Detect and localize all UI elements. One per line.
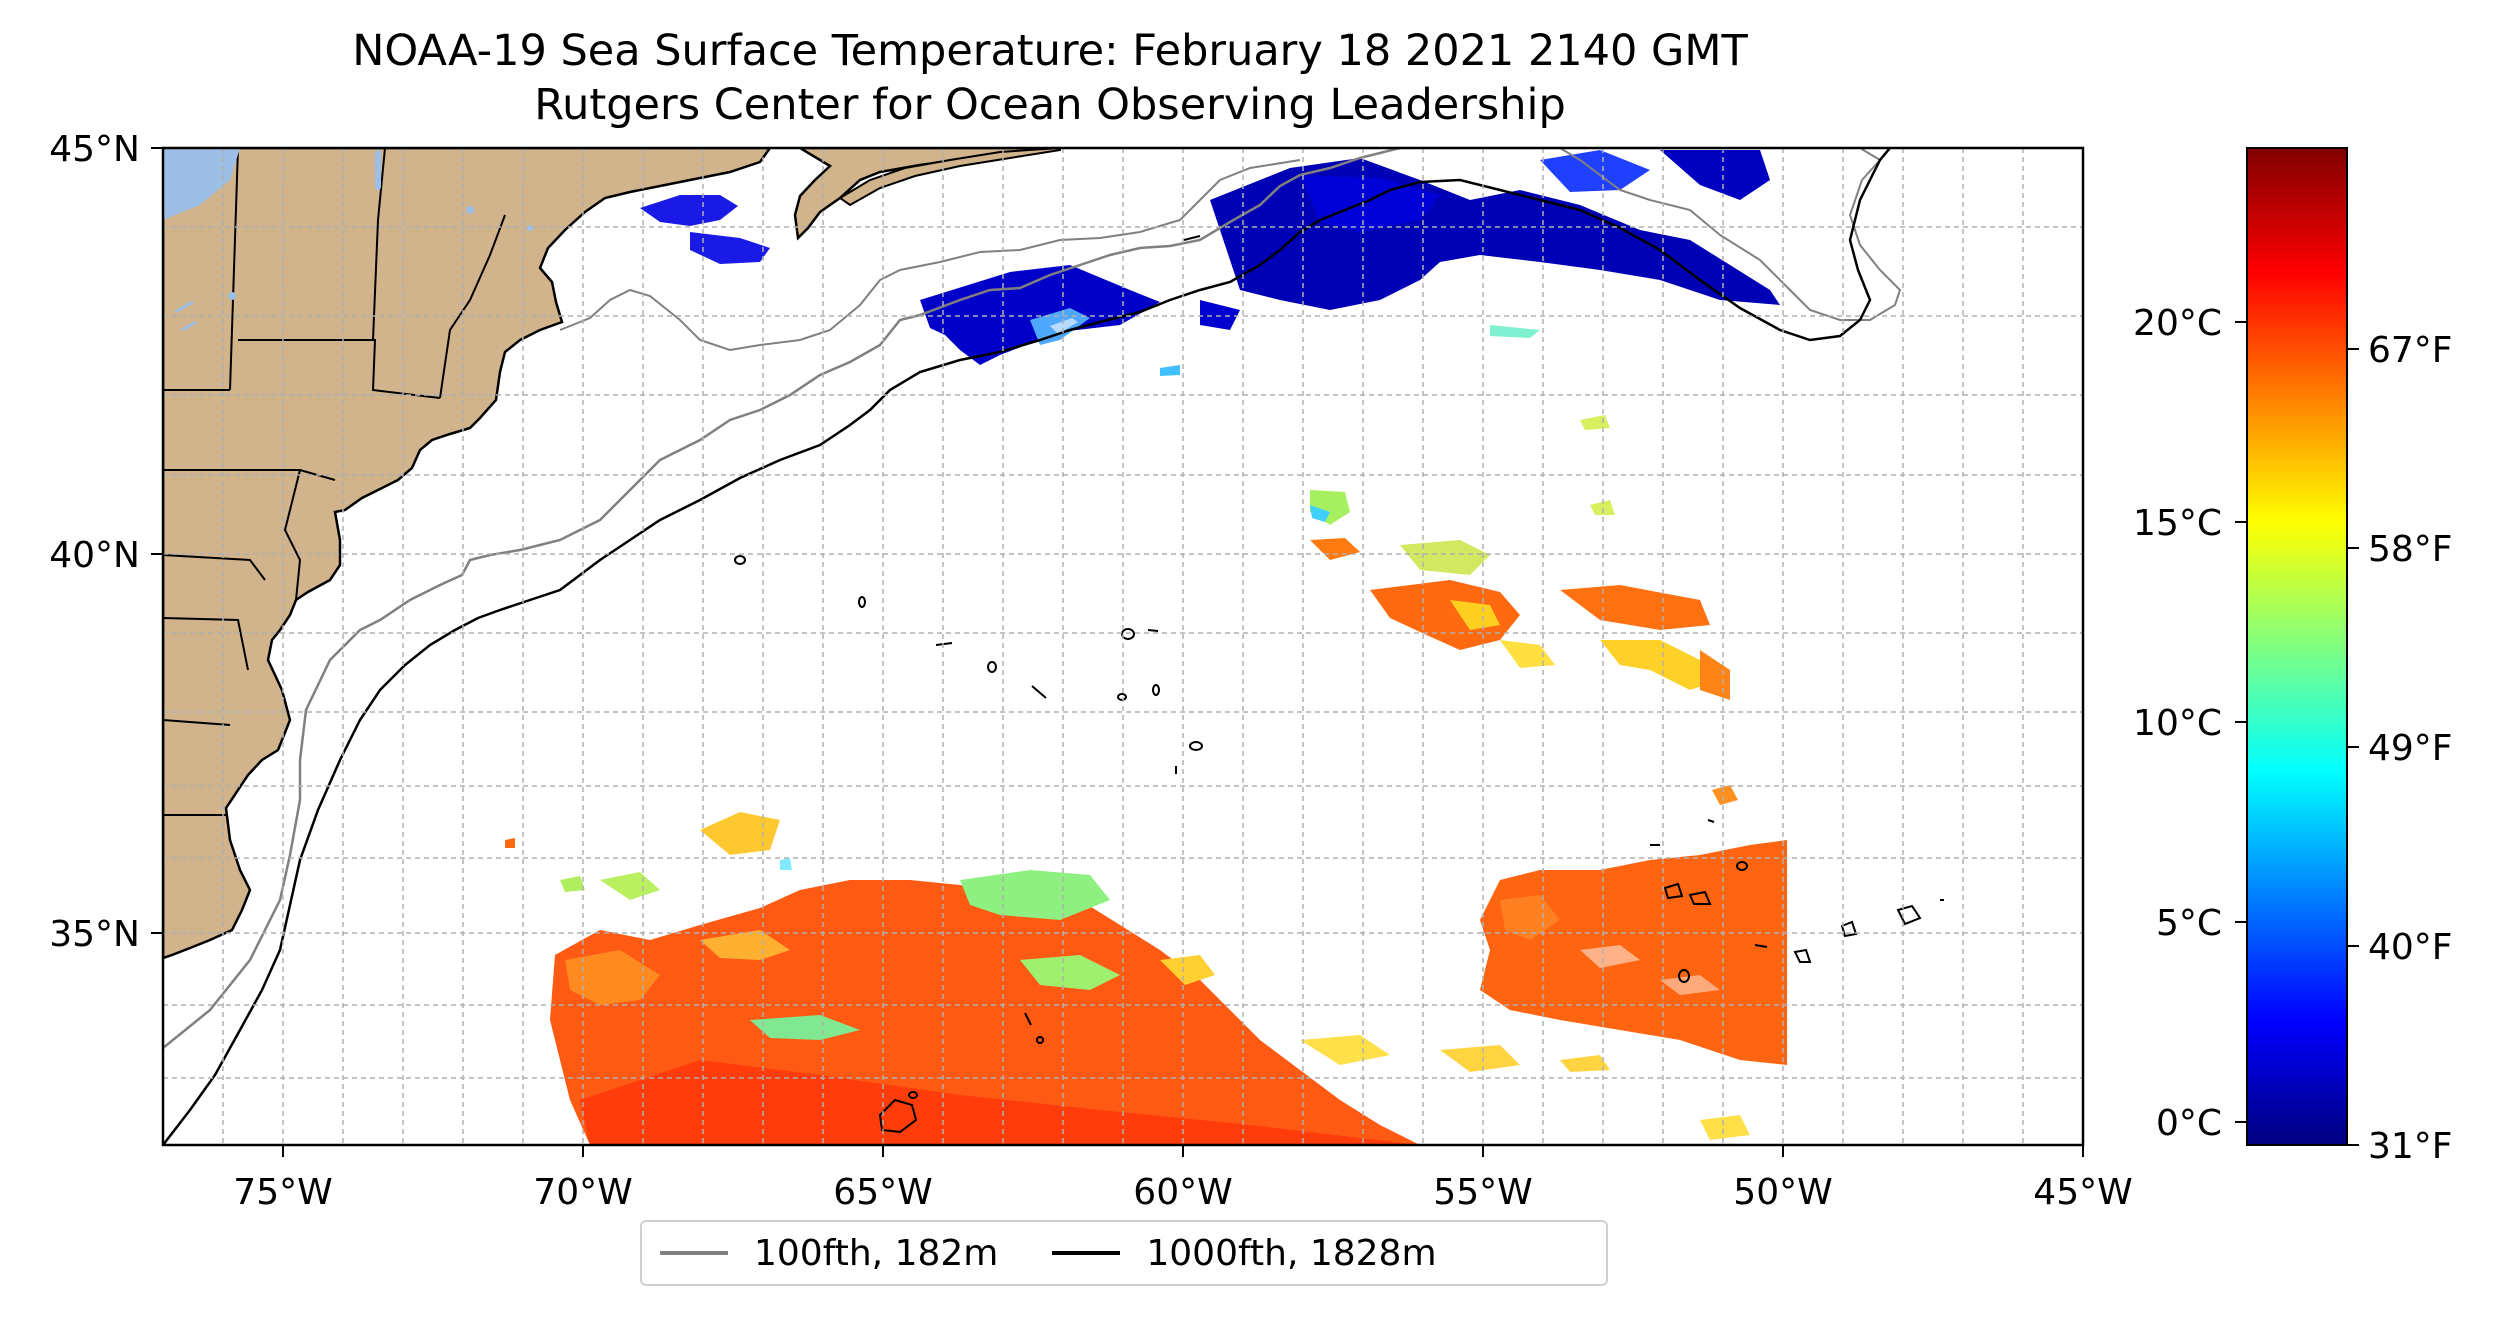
colorbar-fahrenheit-tick: 49°F — [2368, 728, 2453, 769]
x-tick-label: 75°W — [233, 1172, 332, 1213]
sst-east-patch — [1440, 840, 1787, 1072]
y-tick-label: 35°N — [49, 914, 140, 955]
legend: 100fth, 182m 1000fth, 1828m — [640, 1220, 1608, 1286]
colorbar-celsius-tick: 15°C — [2133, 503, 2222, 544]
legend-line-black-swatch — [1052, 1251, 1121, 1255]
x-tick-labels: 75°W 70°W 65°W 60°W 55°W 50°W 45°W — [233, 1172, 2132, 1213]
land-nova-scotia-south — [838, 148, 1061, 207]
x-tick-label: 45°W — [2033, 1172, 2132, 1213]
colorbar-fahrenheit-tick: 31°F — [2368, 1126, 2453, 1167]
colorbar: 20°C 15°C 10°C 5°C 0°C 67°F 58°F 49°F 40… — [2133, 147, 2453, 1167]
y-tick-label: 40°N — [49, 535, 140, 576]
isobath-100fth — [163, 148, 1401, 1049]
isobath-100fth-gom — [559, 159, 1301, 352]
y-tick-label: 45°N — [49, 129, 140, 170]
x-tick-label: 70°W — [533, 1172, 632, 1213]
legend-item-1000fth: 1000fth, 1828m — [1052, 1232, 1437, 1274]
isobath-100fth-scotian — [1559, 148, 1902, 321]
legend-line-gray-swatch — [660, 1251, 728, 1255]
map-panel — [163, 148, 2083, 1145]
lakes — [163, 148, 533, 332]
colorbar-fahrenheit-tick: 67°F — [2368, 330, 2453, 371]
land-us-northeast — [163, 148, 772, 960]
legend-item-100fth: 100fth, 182m — [660, 1233, 998, 1274]
isobath-1000fth — [163, 148, 1891, 1145]
gridlines — [163, 148, 2083, 1145]
colorbar-fahrenheit-tick: 40°F — [2368, 927, 2453, 968]
sst-cold-gulf-of-maine — [640, 150, 1780, 376]
colorbar-gradient — [2246, 147, 2348, 1146]
map-frame — [161, 146, 2085, 1147]
colorbar-celsius-tick: 5°C — [2156, 903, 2222, 944]
seamount-contours — [734, 235, 1944, 1134]
y-tick-labels: 45°N 40°N 35°N — [49, 129, 140, 955]
map-title: NOAA-19 Sea Surface Temperature: Februar… — [150, 24, 1950, 132]
legend-label: 100fth, 182m — [754, 1232, 999, 1274]
x-tick-label: 65°W — [833, 1172, 932, 1213]
x-tick-label: 50°W — [1733, 1172, 1832, 1213]
state-borders — [163, 148, 506, 816]
x-tick-label: 60°W — [1133, 1172, 1232, 1213]
legend-label: 1000fth, 1828m — [1146, 1232, 1437, 1274]
colorbar-fahrenheit-tick: 58°F — [2368, 529, 2453, 570]
colorbar-celsius-tick: 10°C — [2133, 703, 2222, 744]
colorbar-celsius-tick: 20°C — [2133, 303, 2222, 344]
title-line-1: NOAA-19 Sea Surface Temperature: Februar… — [352, 26, 1748, 76]
colorbar-celsius-tick: 0°C — [2156, 1103, 2222, 1144]
x-tick-label: 55°W — [1433, 1172, 1532, 1213]
title-line-2: Rutgers Center for Ocean Observing Leade… — [534, 80, 1566, 130]
axis-ticks — [151, 147, 2084, 1157]
